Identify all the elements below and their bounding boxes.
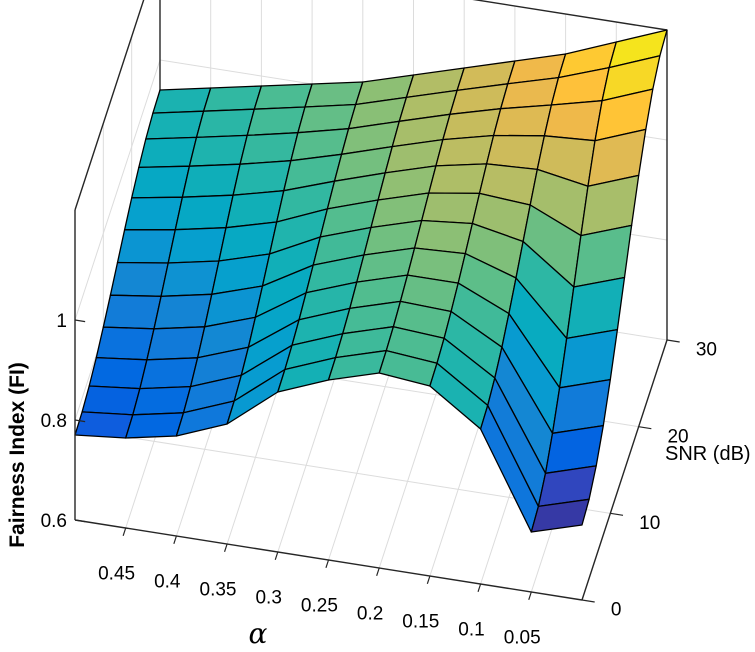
surface-patch	[421, 192, 481, 225]
z-tick-mark	[74, 519, 86, 523]
x-axis-label: α	[249, 617, 268, 650]
x-tick-mark	[325, 559, 330, 568]
surface-patch	[95, 326, 155, 361]
x-tick-mark	[528, 591, 532, 600]
z-tick-mark	[74, 319, 86, 323]
x-tick-label: 0.35	[200, 580, 237, 601]
surface-patch	[160, 260, 220, 297]
x-tick-mark	[426, 575, 431, 584]
box-edge	[74, 0, 145, 211]
x-tick-label: 0.2	[357, 604, 383, 625]
surface-patch	[153, 293, 213, 330]
surface-patch	[246, 106, 306, 137]
y-tick-label: 30	[696, 340, 717, 361]
surface-patch	[181, 163, 241, 198]
surface-patch	[253, 83, 313, 110]
box-edge	[472, 0, 668, 31]
surface-patch	[145, 110, 205, 140]
x-tick-mark	[274, 551, 279, 560]
surface-patch	[174, 194, 234, 231]
surface-patch	[138, 136, 198, 169]
surface-patch	[125, 412, 185, 439]
surface-patch	[74, 411, 134, 439]
snr-ticks: 0 10 20 30	[581, 339, 717, 621]
surface-patch	[131, 165, 191, 199]
surface-patch	[188, 134, 248, 167]
y-tick-mark	[581, 599, 595, 603]
z-tick-mark	[74, 419, 86, 423]
grid-line	[74, 59, 161, 321]
x-tick-mark	[223, 543, 228, 552]
surface-patch	[132, 385, 192, 416]
y-tick-mark	[638, 426, 652, 430]
x-tick-label: 0.05	[504, 628, 541, 649]
surface-patch	[239, 132, 299, 165]
surface-patch	[530, 498, 590, 533]
surface-patch	[146, 326, 206, 361]
fi-ticks: 0.6 0.8 1	[41, 311, 86, 532]
surface-patch	[123, 196, 184, 231]
x-tick-label: 0.15	[402, 612, 439, 633]
x-tick-label: 0.3	[255, 588, 281, 609]
z-tick-label: 0.6	[41, 511, 67, 532]
surface-patch	[195, 108, 255, 139]
x-tick-mark	[376, 567, 380, 576]
surface-patch	[492, 104, 553, 137]
y-tick-label: 10	[639, 513, 660, 534]
surface-patch	[435, 134, 495, 167]
z-tick-label: 0.8	[41, 411, 67, 432]
surface-patch	[428, 163, 488, 195]
surface-patch	[102, 294, 162, 330]
box-edge	[581, 339, 668, 601]
surface-patch	[167, 227, 227, 264]
x-tick-mark	[122, 527, 127, 536]
y-tick-mark	[666, 339, 680, 343]
surface-patch	[109, 261, 169, 297]
fairness-surface	[74, 29, 668, 533]
alpha-ticks: 0.45 0.4 0.35 0.3 0.25 0.2 0.15 0.1 0.05	[98, 527, 541, 649]
x-tick-label: 0.4	[154, 572, 181, 593]
surface-patch	[152, 87, 212, 114]
surface-patch	[88, 356, 148, 390]
surface-patch	[116, 229, 176, 264]
x-tick-label: 0.1	[458, 620, 484, 641]
x-tick-mark	[477, 583, 482, 592]
surface-patch	[232, 160, 292, 196]
x-tick-label: 0.25	[301, 596, 338, 617]
y-tick-label: 0	[611, 600, 622, 621]
y-axis-label: SNR (dB)	[665, 443, 751, 465]
surface-patch	[543, 100, 603, 142]
y-tick-label: 20	[667, 426, 688, 447]
surface-patch	[202, 85, 263, 112]
surface-patch	[139, 357, 199, 390]
surface-patch	[558, 328, 619, 389]
y-tick-mark	[610, 512, 624, 516]
z-axis-label: Fairness Index (FI)	[6, 362, 29, 548]
surface-patch	[304, 81, 364, 108]
surface-patch	[81, 385, 141, 416]
z-tick-label: 1	[56, 311, 67, 332]
x-tick-mark	[173, 535, 177, 544]
x-tick-label: 0.45	[98, 564, 135, 585]
